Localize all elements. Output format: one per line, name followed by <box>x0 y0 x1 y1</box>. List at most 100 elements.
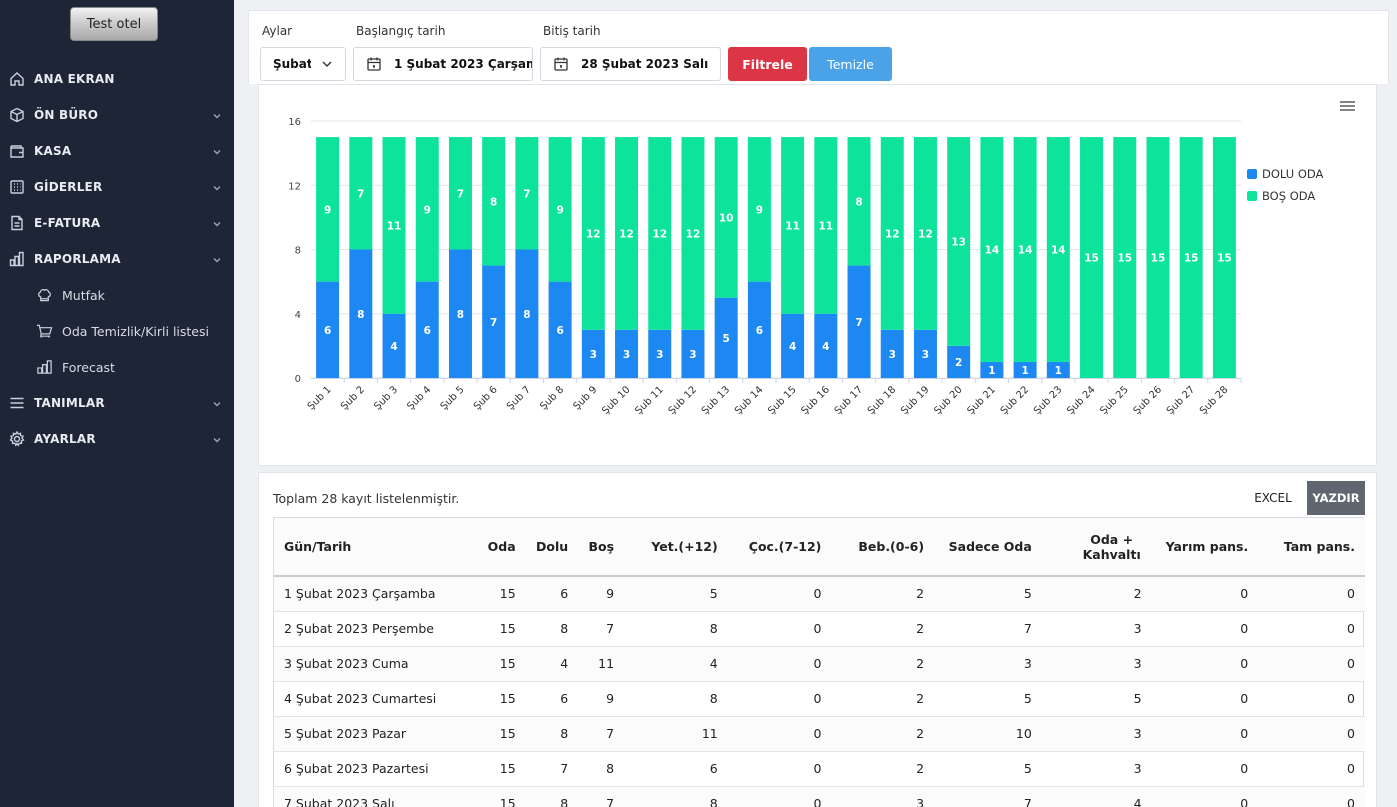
table-cell: 10 <box>934 716 1042 752</box>
sidebar-item-on-buro[interactable]: ÖN BÜRO <box>0 97 234 133</box>
record-count-text: Toplam 28 kayıt listelenmiştir. <box>273 491 460 506</box>
data-label: 15 <box>1084 253 1099 265</box>
sidebar-subitem-mutfak[interactable]: Mutfak <box>0 277 234 313</box>
column-header[interactable]: Yet.(+12) <box>624 518 728 577</box>
table-cell: 15 <box>471 716 526 752</box>
table-cell: 2 <box>831 611 935 647</box>
data-label: 15 <box>1184 253 1199 265</box>
list-icon <box>8 394 26 412</box>
sidebar-item-kasa[interactable]: KASA <box>0 133 234 169</box>
column-header[interactable]: Beb.(0-6) <box>831 518 935 577</box>
data-table: Gün/Tarih Oda Dolu Boş Yet.(+12) Çoc.(7-12) Be… <box>274 518 1365 807</box>
table-cell: 4 <box>1041 786 1152 807</box>
data-label: 14 <box>1018 245 1033 257</box>
data-label: 6 <box>424 325 431 337</box>
column-header[interactable]: Yarım pans. <box>1151 518 1259 577</box>
table-cell: 0 <box>727 716 832 752</box>
column-header[interactable]: Gün/Tarih <box>274 518 472 577</box>
table-row[interactable]: 6 Şubat 2023 Pazartesi 15 7 8 6 0 2 5 3 0 0 <box>274 751 1365 787</box>
chevron-down-icon <box>212 254 222 264</box>
chart-card: 0 4 8 12 16 6 9 Şub 1 8 7 Şub 2 4 11 Şub 3 6 9 Şub 4 8 7 Şu… <box>258 84 1377 466</box>
column-header[interactable]: Boş <box>578 518 625 577</box>
table-cell: 8 <box>578 751 625 787</box>
clear-button[interactable]: Temizle <box>809 47 892 81</box>
column-header[interactable]: Sadece Oda <box>934 518 1042 577</box>
column-header[interactable]: Dolu <box>525 518 579 577</box>
month-select[interactable]: Şubat <box>260 47 346 81</box>
x-tick-label: Şub 21 <box>966 384 998 416</box>
chart-menu-icon[interactable] <box>1340 101 1355 111</box>
table-cell: 0 <box>1151 786 1259 807</box>
sidebar-subitem-oda-temizlik[interactable]: Oda Temizlik/Kirli listesi <box>0 313 234 349</box>
table-cell: 0 <box>1258 716 1365 752</box>
table-cell: 3 Şubat 2023 Cuma <box>274 646 472 682</box>
bar-bos-oda <box>1179 137 1203 378</box>
bar-bos-oda <box>482 137 506 266</box>
table-cell: 0 <box>1258 646 1365 682</box>
table-cell: 3 <box>1041 716 1152 752</box>
column-header[interactable]: Oda <box>471 518 526 577</box>
chevron-down-icon <box>212 182 222 192</box>
column-header[interactable]: Çoc.(7-12) <box>727 518 832 577</box>
data-label: 6 <box>756 325 763 337</box>
data-label: 11 <box>387 220 402 232</box>
end-date-input[interactable]: 28 Şubat 2023 Salı <box>540 47 721 81</box>
sidebar-item-giderler[interactable]: GİDERLER <box>0 169 234 205</box>
table-row[interactable]: 1 Şubat 2023 Çarşamba 15 6 9 5 0 2 5 2 0 0 <box>274 576 1365 612</box>
bar-dolu-oda <box>515 249 539 378</box>
table-cell: 2 <box>831 681 935 717</box>
table-cell: 0 <box>1151 576 1259 612</box>
data-label: 9 <box>424 204 431 216</box>
table-cell: 6 <box>525 576 579 612</box>
table-cell: 0 <box>1151 611 1259 647</box>
sidebar-item-tanimlar[interactable]: TANIMLAR <box>0 385 234 421</box>
bar-bos-oda <box>681 137 705 330</box>
column-header[interactable]: Oda + Kahvaltı <box>1041 518 1152 577</box>
filter-button[interactable]: Filtrele <box>728 47 807 81</box>
sidebar-item-raporlama[interactable]: RAPORLAMA <box>0 241 234 277</box>
bar-dolu-oda <box>1013 361 1037 378</box>
excel-button[interactable]: EXCEL <box>1239 481 1307 515</box>
data-label: 15 <box>1151 253 1166 265</box>
x-tick-label: Şub 20 <box>932 384 964 416</box>
data-label: 9 <box>556 204 563 216</box>
x-tick-label: Şub 15 <box>766 384 798 416</box>
sidebar-item-ayarlar[interactable]: AYARLAR <box>0 421 234 457</box>
data-label: 1 <box>988 365 995 377</box>
bar-bos-oda <box>714 137 738 298</box>
data-label: 1 <box>1055 365 1062 377</box>
table-row[interactable]: 3 Şubat 2023 Cuma 15 4 11 4 0 2 3 3 0 0 <box>274 646 1365 682</box>
box-icon <box>8 106 26 124</box>
sidebar-item-e-fatura[interactable]: E-FATURA <box>0 205 234 241</box>
bar-bos-oda <box>814 137 838 314</box>
data-label: 13 <box>951 236 966 248</box>
column-header[interactable]: Tam pans. <box>1258 518 1365 577</box>
data-label: 3 <box>689 349 696 361</box>
table-cell: 5 <box>934 751 1042 787</box>
table-cell: 1 Şubat 2023 Çarşamba <box>274 576 472 612</box>
sidebar-subitem-forecast[interactable]: Forecast <box>0 349 234 385</box>
month-label: Aylar <box>262 24 293 38</box>
start-date-input[interactable]: 1 Şubat 2023 Çarşamba <box>353 47 533 81</box>
bar-dolu-oda <box>980 361 1004 378</box>
y-tick-label: 0 <box>295 374 301 385</box>
table-cell: 4 <box>624 646 728 682</box>
table-row[interactable]: 5 Şubat 2023 Pazar 15 8 7 11 0 2 10 3 0 0 <box>274 716 1365 752</box>
table-cell: 8 <box>525 786 579 807</box>
bar-bos-oda <box>448 137 472 250</box>
sidebar-menu: ANA EKRAN ÖN BÜRO KASA GİDERLER E-FATURA… <box>0 61 234 457</box>
print-button[interactable]: YAZDIR <box>1307 481 1365 515</box>
table-row[interactable]: 2 Şubat 2023 Perşembe 15 8 7 8 0 2 7 3 0 0 <box>274 611 1365 647</box>
table-cell: 5 <box>934 681 1042 717</box>
table-row[interactable]: 7 Şubat 2023 Salı 15 8 7 8 0 3 7 4 0 0 <box>274 786 1365 807</box>
hotel-selector-button[interactable]: Test otel <box>70 7 158 41</box>
data-table-wrapper: Gün/Tarih Oda Dolu Boş Yet.(+12) Çoc.(7-12) Be… <box>273 517 1365 807</box>
table-cell: 9 <box>578 681 625 717</box>
table-cell: 2 <box>1041 576 1152 612</box>
table-row[interactable]: 4 Şubat 2023 Cumartesi 15 6 9 8 0 2 5 5 0 0 <box>274 681 1365 717</box>
x-tick-label: Şub 23 <box>1032 384 1064 416</box>
data-label: 11 <box>819 220 834 232</box>
sidebar-item-ana-ekran[interactable]: ANA EKRAN <box>0 61 234 97</box>
table-cell: 0 <box>727 576 832 612</box>
x-tick-label: Şub 8 <box>538 384 566 412</box>
